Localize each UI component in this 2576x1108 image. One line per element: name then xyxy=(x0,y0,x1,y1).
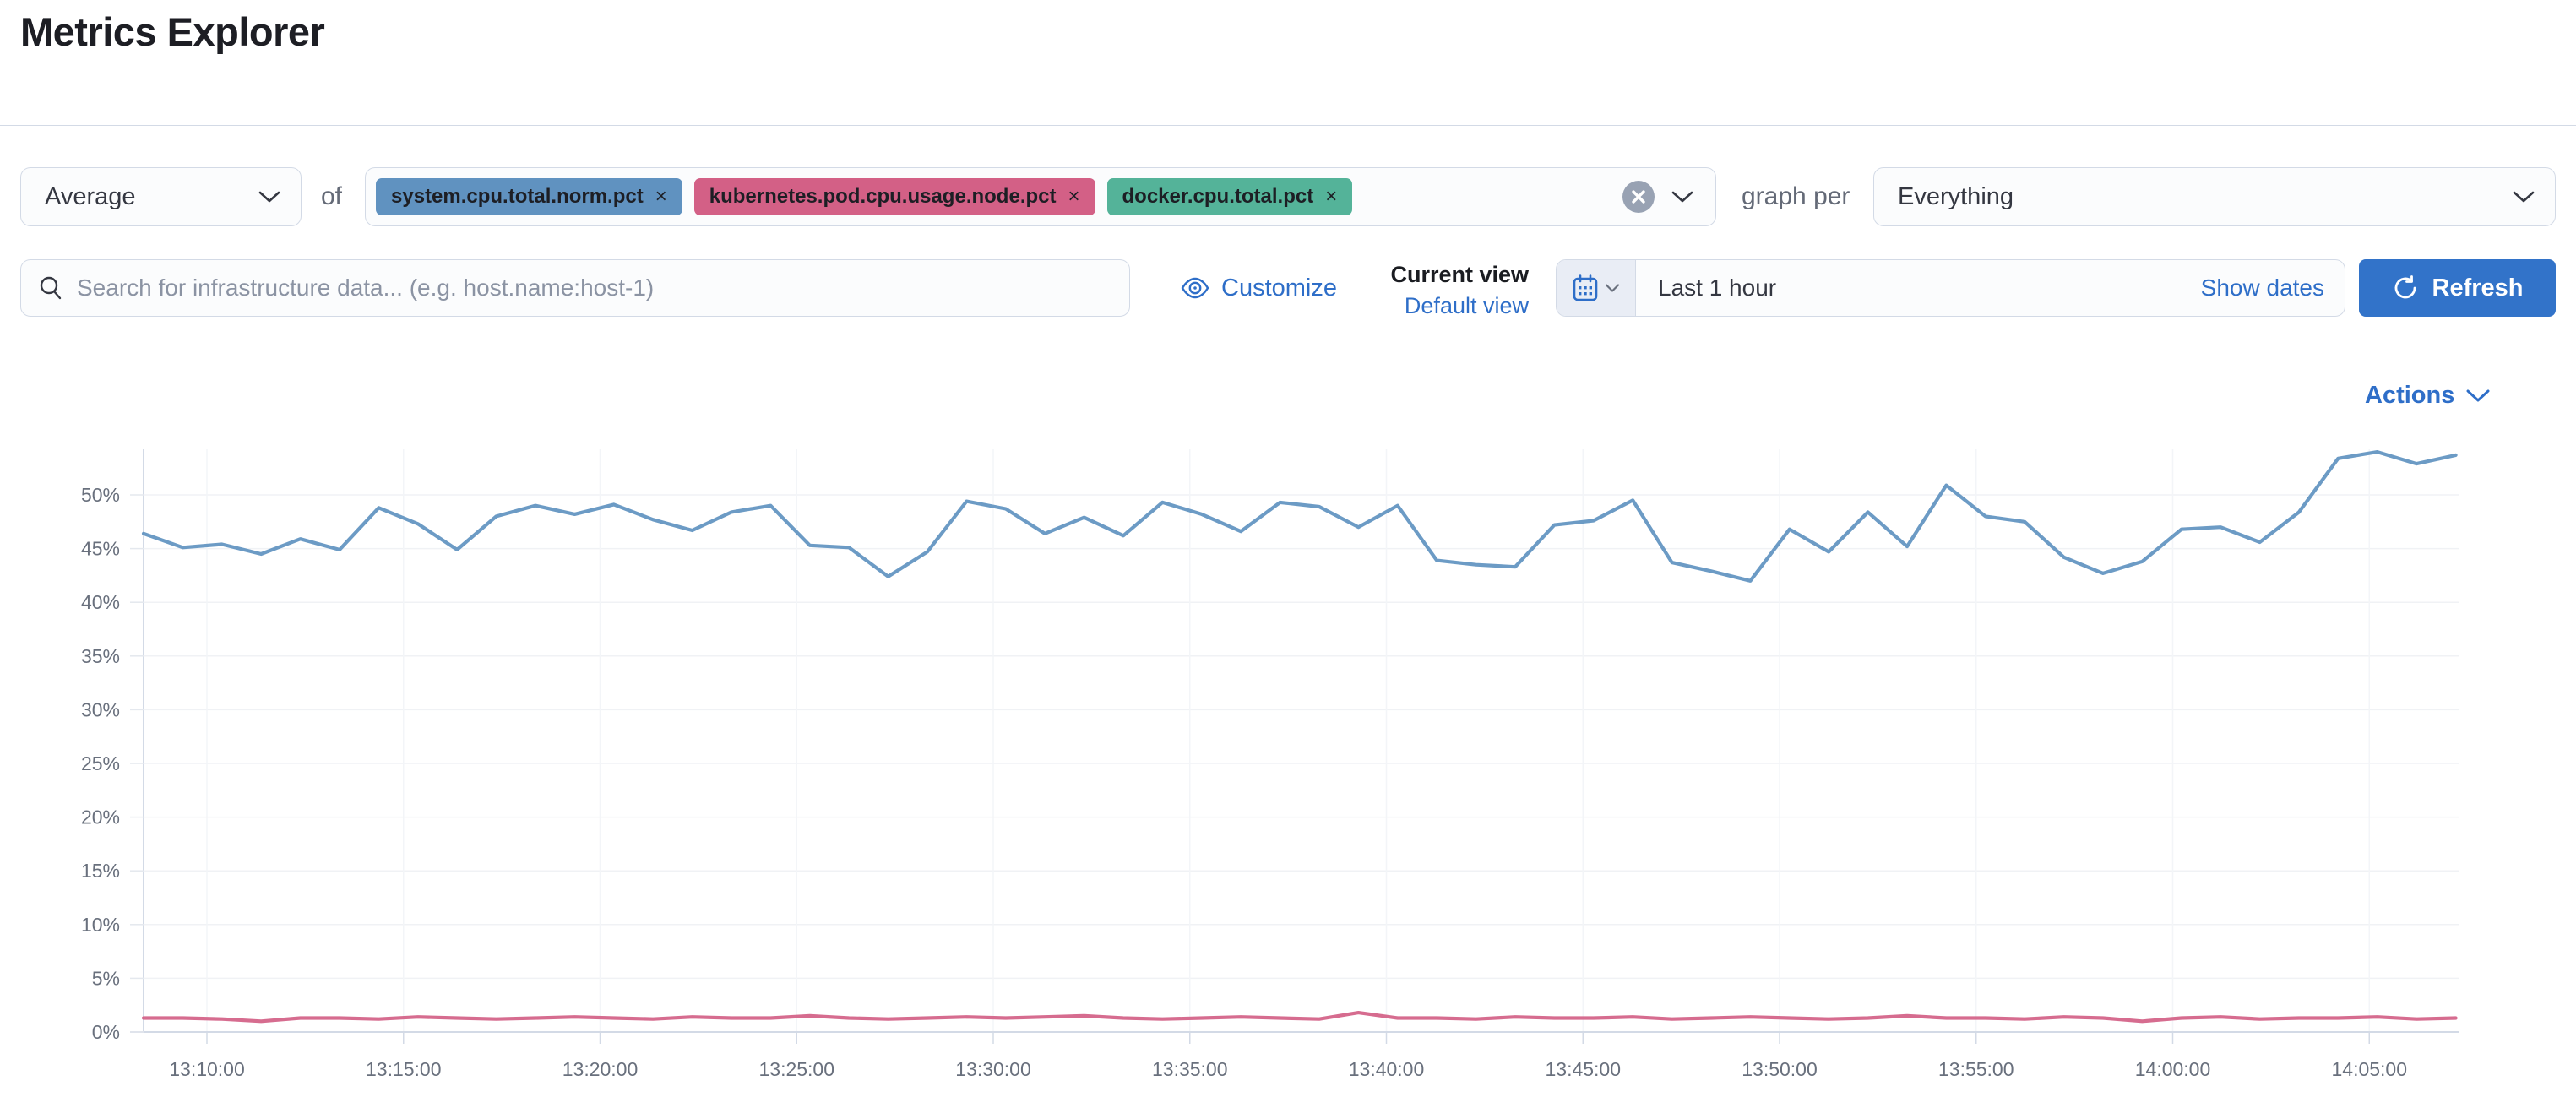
svg-text:13:20:00: 13:20:00 xyxy=(562,1058,639,1080)
search-input[interactable] xyxy=(77,274,1129,301)
svg-text:5%: 5% xyxy=(92,967,120,989)
svg-text:45%: 45% xyxy=(81,538,120,560)
svg-text:13:10:00: 13:10:00 xyxy=(169,1058,245,1080)
svg-text:13:35:00: 13:35:00 xyxy=(1152,1058,1228,1080)
page-title: Metrics Explorer xyxy=(20,9,325,54)
remove-metric-icon[interactable]: × xyxy=(1068,185,1080,208)
svg-text:25%: 25% xyxy=(81,752,120,774)
metric-tag-label: kubernetes.pod.cpu.usage.node.pct xyxy=(709,185,1057,208)
metrics-combobox[interactable]: system.cpu.total.norm.pct × kubernetes.p… xyxy=(365,167,1716,226)
svg-text:13:40:00: 13:40:00 xyxy=(1349,1058,1425,1080)
chevron-down-icon xyxy=(2513,191,2535,203)
svg-text:14:05:00: 14:05:00 xyxy=(2331,1058,2407,1080)
refresh-label: Refresh xyxy=(2432,274,2524,301)
svg-text:30%: 30% xyxy=(81,698,120,720)
svg-text:14:00:00: 14:00:00 xyxy=(2135,1058,2211,1080)
eye-icon xyxy=(1181,277,1209,299)
customize-button[interactable]: Customize xyxy=(1181,259,1337,317)
svg-text:13:45:00: 13:45:00 xyxy=(1545,1058,1621,1080)
of-label: of xyxy=(321,182,343,210)
customize-label: Customize xyxy=(1221,274,1337,301)
svg-text:10%: 10% xyxy=(81,914,120,936)
svg-text:13:55:00: 13:55:00 xyxy=(1938,1058,2014,1080)
svg-text:15%: 15% xyxy=(81,860,120,882)
graph-per-value: Everything xyxy=(1898,182,2014,210)
aggregation-select[interactable]: Average xyxy=(20,167,302,226)
metric-tag[interactable]: kubernetes.pod.cpu.usage.node.pct × xyxy=(693,178,1095,215)
metric-tag-label: docker.cpu.total.pct xyxy=(1122,185,1314,208)
svg-text:13:30:00: 13:30:00 xyxy=(955,1058,1031,1080)
svg-text:20%: 20% xyxy=(81,807,120,828)
actions-menu-button[interactable]: Actions xyxy=(2365,382,2490,410)
default-view-link[interactable]: Default view xyxy=(1404,293,1529,318)
svg-text:13:50:00: 13:50:00 xyxy=(1742,1058,1818,1080)
clear-all-icon[interactable] xyxy=(1622,181,1655,213)
refresh-button[interactable]: Refresh xyxy=(2359,259,2556,317)
chevron-down-icon[interactable] xyxy=(1671,190,1693,204)
show-dates-button[interactable]: Show dates xyxy=(2200,274,2324,301)
remove-metric-icon[interactable]: × xyxy=(1325,185,1338,208)
date-picker-quick-menu[interactable] xyxy=(1557,260,1636,316)
svg-text:13:15:00: 13:15:00 xyxy=(366,1058,442,1080)
graph-per-label: graph per xyxy=(1742,182,1850,210)
chevron-down-icon xyxy=(1605,284,1619,292)
refresh-icon xyxy=(2394,275,2416,299)
metric-tag[interactable]: docker.cpu.total.pct × xyxy=(1106,178,1353,215)
svg-text:50%: 50% xyxy=(81,484,120,506)
chevron-down-icon xyxy=(258,191,280,203)
svg-text:40%: 40% xyxy=(81,591,120,613)
aggregation-value: Average xyxy=(45,182,136,210)
date-picker[interactable]: Last 1 hour Show dates xyxy=(1556,259,2345,317)
view-switcher: Current view Default view xyxy=(1350,262,1529,319)
graph-per-select[interactable]: Everything xyxy=(1873,167,2556,226)
chevron-down-icon xyxy=(2466,389,2490,402)
svg-text:0%: 0% xyxy=(92,1021,120,1043)
calendar-icon xyxy=(1573,274,1597,301)
actions-label: Actions xyxy=(2365,382,2455,409)
current-view-label: Current view xyxy=(1390,262,1529,287)
search-field[interactable] xyxy=(20,259,1130,317)
svg-text:35%: 35% xyxy=(81,645,120,667)
header-divider xyxy=(0,125,2576,126)
time-range-value[interactable]: Last 1 hour xyxy=(1658,274,1777,301)
metric-tag[interactable]: system.cpu.total.norm.pct × xyxy=(376,178,682,215)
search-icon xyxy=(21,275,77,301)
metric-tag-label: system.cpu.total.norm.pct xyxy=(391,185,644,208)
remove-metric-icon[interactable]: × xyxy=(655,185,667,208)
svg-text:13:25:00: 13:25:00 xyxy=(758,1058,834,1080)
